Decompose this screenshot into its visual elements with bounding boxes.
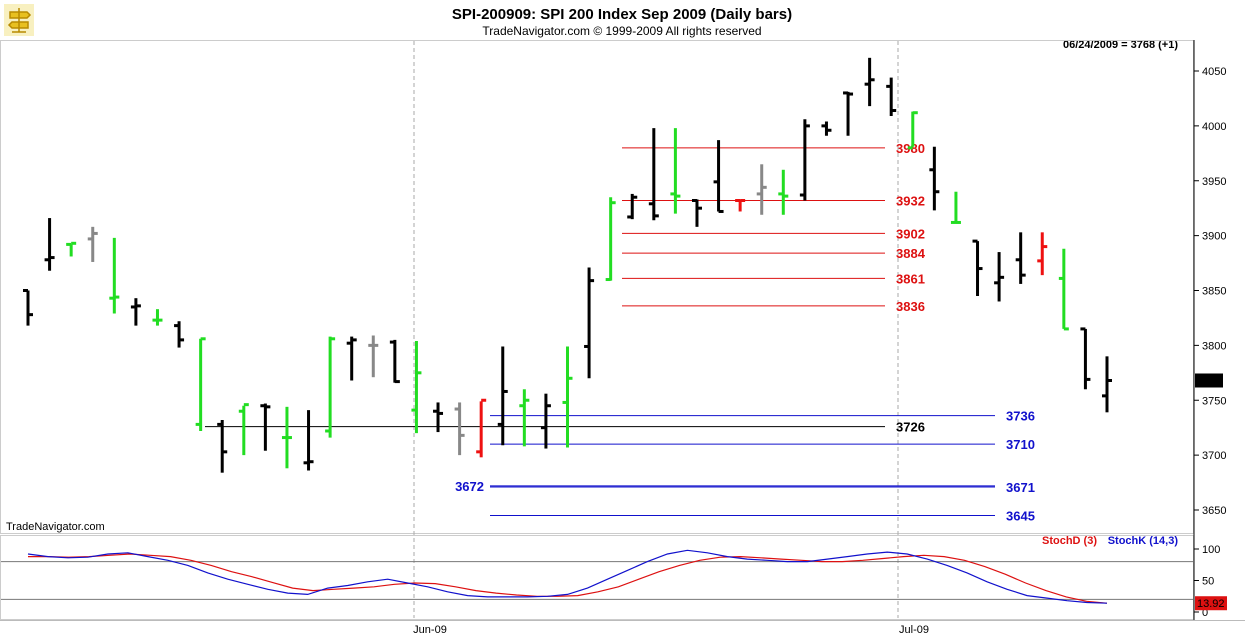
axis-tick-label: 3850 — [1202, 286, 1226, 298]
ohlc-bar — [648, 128, 659, 221]
ohlc-bar — [368, 335, 379, 378]
ohlc-bar — [303, 410, 314, 471]
ohlc-bar — [950, 191, 961, 224]
ohlc-bar — [476, 398, 487, 458]
ohlc-bar — [174, 321, 185, 348]
ohlc-bar — [799, 119, 810, 201]
axis-tick-label: 3750 — [1202, 395, 1226, 407]
ohlc-bar — [454, 402, 465, 456]
ohlc-bar — [627, 193, 638, 220]
ohlc-bar — [972, 239, 983, 296]
ohlc-bar — [864, 57, 875, 107]
ohlc-bar — [886, 77, 897, 116]
vertical-gridlines — [413, 41, 899, 618]
ohlc-bar — [1058, 248, 1069, 331]
legend-stochk: StochK (14,3) — [1108, 535, 1179, 547]
ohlc-bar — [1080, 327, 1091, 390]
ohlc-bar — [281, 406, 292, 469]
axis-tick-label: 3800 — [1202, 340, 1226, 352]
ohlc-bar — [433, 402, 444, 433]
ohlc-bar — [1037, 232, 1048, 276]
stoch-series-line — [27, 549, 1108, 604]
price-axis: 4050 4000 3950 3900 3850 3800 3750 3700 3650 3768 — [1194, 66, 1226, 517]
ohlc-bar — [497, 346, 508, 446]
logo — [4, 4, 34, 36]
axis-tick-label: 4000 — [1202, 121, 1226, 133]
stoch-last-box — [1195, 596, 1227, 611]
quote-readout: 06/24/2009 = 3768 (+1) — [1063, 39, 1178, 51]
legend-stochd: StochD (3) — [1042, 535, 1097, 547]
price-levels: 3980393239023884386138363736372637103672… — [205, 141, 1035, 523]
ohlc-bar — [519, 389, 530, 447]
chart-copyright: TradeNavigator.com © 1999-2009 All right… — [482, 24, 761, 38]
date-tick-label: Jun-09 — [413, 624, 447, 636]
ohlc-bar — [735, 199, 746, 212]
ohlc-bar — [540, 393, 551, 449]
ohlc-bar — [713, 140, 724, 213]
axis-tick-label: 3650 — [1202, 505, 1226, 517]
level-label: 3726 — [896, 420, 925, 435]
date-axis: Jun-09 Jul-09 — [413, 624, 929, 636]
chart-title: SPI-200909: SPI 200 Index Sep 2009 (Dail… — [452, 6, 792, 23]
ohlc-bar — [670, 128, 681, 214]
ohlc-bar — [756, 164, 767, 215]
ohlc-bar — [584, 267, 595, 379]
ohlc-bar — [843, 91, 854, 136]
ohlc-bar — [260, 403, 271, 451]
level-label: 3861 — [896, 271, 925, 286]
stoch-last-label: 13.92 — [1197, 598, 1225, 610]
ohlc-bar — [346, 336, 357, 381]
level-label: 3836 — [896, 299, 925, 314]
ohlc-bar — [929, 146, 940, 211]
level-label: 3671 — [1006, 480, 1035, 495]
ohlc-bar — [66, 241, 77, 257]
axis-tick-label: 3950 — [1202, 176, 1226, 188]
ohlc-bar — [821, 121, 832, 136]
ohlc-bar — [130, 298, 141, 326]
level-label: 3736 — [1006, 409, 1035, 424]
ohlc-bar — [1015, 232, 1026, 284]
last-price-box — [1195, 373, 1223, 388]
level-label: 3645 — [1006, 508, 1035, 523]
level-label: 3884 — [896, 246, 926, 261]
ohlc-bar — [1102, 356, 1112, 413]
stoch-series-line — [28, 553, 1108, 604]
ohlc-bar — [411, 340, 422, 434]
level-label: 3672 — [455, 479, 484, 494]
ohlc-bar — [109, 237, 120, 314]
ohlc-bar — [44, 218, 55, 271]
stoch-tick-label: 100 — [1202, 544, 1220, 556]
stoch-tick-label: 0 — [1202, 607, 1208, 619]
level-label: 3932 — [896, 194, 925, 209]
ohlc-bar — [195, 337, 206, 431]
level-label: 3902 — [896, 226, 925, 241]
ohlc-bar — [325, 336, 336, 438]
ohlc-bar — [238, 403, 249, 456]
ohlc-bar — [23, 289, 33, 326]
axis-tick-label: 4050 — [1202, 66, 1226, 78]
stoch-tick-label: 50 — [1202, 576, 1214, 588]
ohlc-bar — [152, 309, 163, 326]
last-price-label: 3768 — [1197, 375, 1221, 387]
ohlc-bar — [994, 252, 1005, 302]
ohlc-bar — [605, 197, 616, 282]
level-label: 3710 — [1006, 437, 1035, 452]
ohlc-bar — [691, 199, 702, 227]
ohlc-bar — [562, 346, 573, 448]
date-tick-label: Jul-09 — [899, 624, 929, 636]
ohlc-bar — [217, 420, 228, 473]
ohlc-bar — [778, 169, 789, 215]
price-bars — [23, 57, 1112, 473]
ohlc-bar — [907, 111, 918, 150]
axis-tick-label: 3900 — [1202, 231, 1226, 243]
ohlc-bar — [389, 339, 400, 384]
ohlc-bar — [87, 226, 98, 262]
axis-tick-label: 3700 — [1202, 450, 1226, 462]
stochastic-panel: 100 50 013.92 — [1, 544, 1227, 619]
watermark: TradeNavigator.com — [6, 521, 105, 533]
